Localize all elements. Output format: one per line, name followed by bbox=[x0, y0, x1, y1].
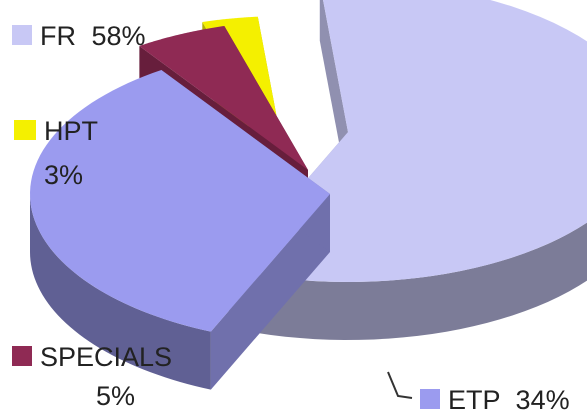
label-fr: FR 58% bbox=[12, 21, 146, 51]
slice-etp-rim-0 bbox=[30, 194, 211, 390]
slice-fr-rim-0 bbox=[228, 222, 587, 340]
label-fr-value: 58% bbox=[92, 21, 146, 51]
slice-specials-top bbox=[139, 25, 308, 170]
label-etp-name: ETP bbox=[448, 385, 500, 415]
svg-text:FR 58%: FR 58% bbox=[40, 21, 146, 51]
label-fr-name: FR bbox=[40, 21, 76, 51]
pie-labels: FR 58% HPT 3% SPECIALS 5% ETP 34% bbox=[12, 21, 570, 415]
label-specials-name: SPECIALS bbox=[40, 342, 172, 372]
label-hpt: HPT 3% bbox=[14, 116, 98, 190]
label-etp-value: 34% bbox=[516, 385, 570, 415]
label-etp: ETP 34% bbox=[420, 385, 570, 415]
label-specials: SPECIALS 5% bbox=[12, 342, 172, 411]
legend-swatch-fr bbox=[12, 25, 32, 45]
slice-etp-top bbox=[30, 69, 331, 332]
pie-slices bbox=[30, 0, 587, 390]
legend-swatch-specials bbox=[12, 346, 32, 366]
slice-etp-wall-0 bbox=[210, 194, 330, 390]
slice-etp bbox=[30, 69, 331, 390]
label-hpt-name: HPT bbox=[44, 116, 98, 146]
legend-swatch-hpt bbox=[14, 120, 36, 140]
label-specials-value: 5% bbox=[96, 381, 135, 411]
label-hpt-value: 3% bbox=[44, 160, 83, 190]
svg-text:ETP 34%: ETP 34% bbox=[448, 385, 570, 415]
legend-swatch-etp bbox=[420, 389, 440, 409]
etp-leader-line bbox=[387, 371, 413, 399]
